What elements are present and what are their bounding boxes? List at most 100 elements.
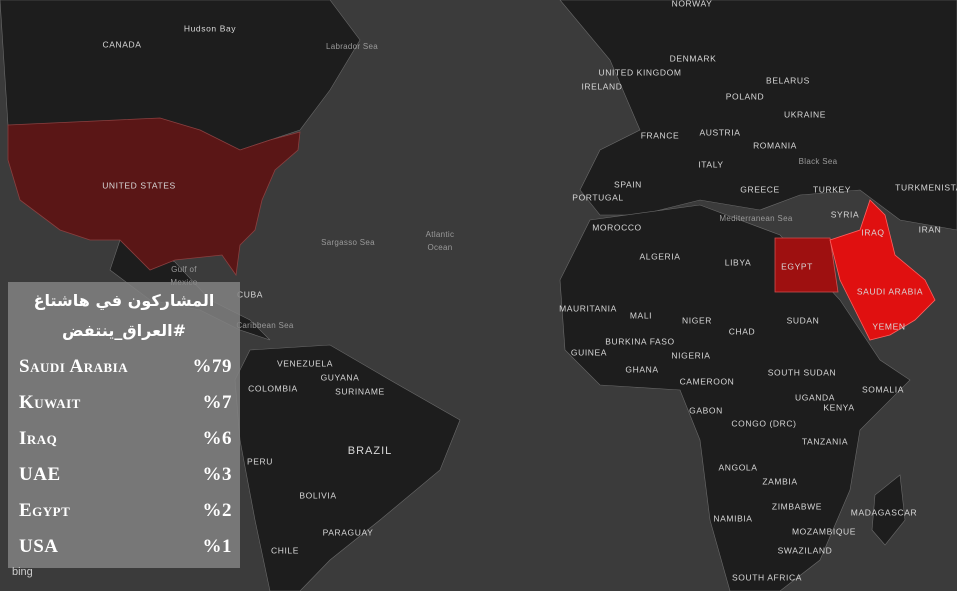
map-label: SOUTH SUDAN xyxy=(768,367,836,377)
map-label: UGANDA xyxy=(795,392,835,402)
panel-title: المشاركون في هاشتاغ #العراق_ينتفض xyxy=(8,282,240,346)
map-label: IRAQ xyxy=(861,227,884,237)
share: %6 xyxy=(202,428,232,449)
country: Egypt xyxy=(19,500,71,521)
south-america xyxy=(234,344,461,591)
stat-row: USA %1 xyxy=(19,532,232,562)
map-label: Mediterranean Sea xyxy=(719,214,792,223)
egypt-highlight xyxy=(774,237,839,293)
map-label: SOUTH AFRICA xyxy=(732,572,802,582)
map-label: Gulf of xyxy=(171,265,197,274)
title-line: المشاركون في هاشتاغ xyxy=(33,291,215,310)
map-label: LIBYA xyxy=(725,257,751,267)
map-label: IRAN xyxy=(919,224,942,234)
stat-row: Iraq %6 xyxy=(19,424,232,454)
map-label: ZAMBIA xyxy=(762,476,797,486)
map-label: CONGO (DRC) xyxy=(731,418,796,428)
share: %3 xyxy=(202,464,232,485)
map-label: SPAIN xyxy=(614,179,642,189)
map-label: COLOMBIA xyxy=(248,383,298,393)
map-label: CANADA xyxy=(102,39,141,49)
title-line: #العراق_ينتفض xyxy=(61,321,187,340)
map-label: ITALY xyxy=(698,159,723,169)
map-label: CHAD xyxy=(729,326,756,336)
map-label: DENMARK xyxy=(670,53,717,63)
map-label: PERU xyxy=(247,456,273,466)
stat-row: UAE %3 xyxy=(19,460,232,490)
country: Kuwait xyxy=(19,392,81,413)
map-label: TURKEY xyxy=(813,184,851,194)
map-label: SUDAN xyxy=(787,315,820,325)
eurasia xyxy=(559,0,957,231)
map-label: BURKINA FASO xyxy=(605,336,675,346)
map-label: EGYPT xyxy=(781,261,813,271)
map-label: IRELAND xyxy=(581,81,622,91)
map-label: Hudson Bay xyxy=(184,23,236,33)
share: %7 xyxy=(202,392,232,413)
map-label: SYRIA xyxy=(831,209,860,219)
map-label: Black Sea xyxy=(799,157,838,166)
map-label: Sargasso Sea xyxy=(321,238,375,247)
map-label: TURKMENISTAN xyxy=(895,182,957,192)
map-label: KENYA xyxy=(823,402,854,412)
map-label: Ocean xyxy=(427,243,452,252)
country: Saudi Arabia xyxy=(19,356,129,377)
map-label: SWAZILAND xyxy=(778,545,833,555)
stats-panel: المشاركون في هاشتاغ #العراق_ينتفض Saudi … xyxy=(8,282,240,568)
country: USA xyxy=(19,536,59,557)
map-label: GHANA xyxy=(625,364,658,374)
map-label: ALGERIA xyxy=(639,251,680,261)
stat-row: Saudi Arabia %79 xyxy=(19,352,232,382)
madagascar xyxy=(871,474,906,546)
stat-row: Egypt %2 xyxy=(19,496,232,526)
map-label: TANZANIA xyxy=(802,436,848,446)
map-label: CUBA xyxy=(237,289,263,299)
map-label: MALI xyxy=(630,310,652,320)
map-label: UNITED KINGDOM xyxy=(598,67,681,77)
map-label: FRANCE xyxy=(641,130,680,140)
map-label: ANGOLA xyxy=(718,462,757,472)
map-label: CAMEROON xyxy=(680,376,735,386)
map-label: MOZAMBIQUE xyxy=(792,526,856,536)
map-label: MOROCCO xyxy=(592,222,642,232)
map-label: SAUDI ARABIA xyxy=(857,286,923,296)
map-label: MADAGASCAR xyxy=(851,507,917,517)
map-label: GUINEA xyxy=(571,347,607,357)
map-label: AUSTRIA xyxy=(699,127,740,137)
map-label: VENEZUELA xyxy=(277,358,333,368)
map-label: SOMALIA xyxy=(862,384,904,394)
map-label: ROMANIA xyxy=(753,140,797,150)
map-label: NIGERIA xyxy=(671,350,710,360)
map-label: GUYANA xyxy=(321,372,360,382)
map-label: POLAND xyxy=(726,91,765,101)
stat-row: Kuwait %7 xyxy=(19,388,232,418)
map-label: UNITED STATES xyxy=(102,180,176,190)
attribution: bing xyxy=(12,566,33,578)
country: Iraq xyxy=(19,428,58,449)
share: %2 xyxy=(202,500,232,521)
map-labels: NORWAY Hudson Bay CANADA Labrador Sea UNITED… xyxy=(102,0,957,582)
map-label: SURINAME xyxy=(335,386,385,396)
map-label: UKRAINE xyxy=(784,109,826,119)
map-label: PORTUGAL xyxy=(572,192,623,202)
map-label: PARAGUAY xyxy=(323,527,374,537)
map-label: BRAZIL xyxy=(348,445,393,457)
country: UAE xyxy=(19,464,61,485)
map-label: MAURITANIA xyxy=(559,303,617,313)
map-label: BOLIVIA xyxy=(299,490,336,500)
map-label: NIGER xyxy=(682,315,712,325)
map-label: Atlantic xyxy=(426,230,455,239)
usa-highlight xyxy=(7,117,301,277)
arabia-highlight xyxy=(829,199,936,341)
share: %1 xyxy=(202,536,232,557)
map-label: Labrador Sea xyxy=(326,42,378,51)
map-label: NORWAY xyxy=(672,0,713,8)
map-label: GABON xyxy=(689,405,723,415)
map-label: GREECE xyxy=(740,184,780,194)
map-label: NAMIBIA xyxy=(713,513,752,523)
map-label: YEMEN xyxy=(872,321,905,331)
map-label: ZIMBABWE xyxy=(772,501,822,511)
